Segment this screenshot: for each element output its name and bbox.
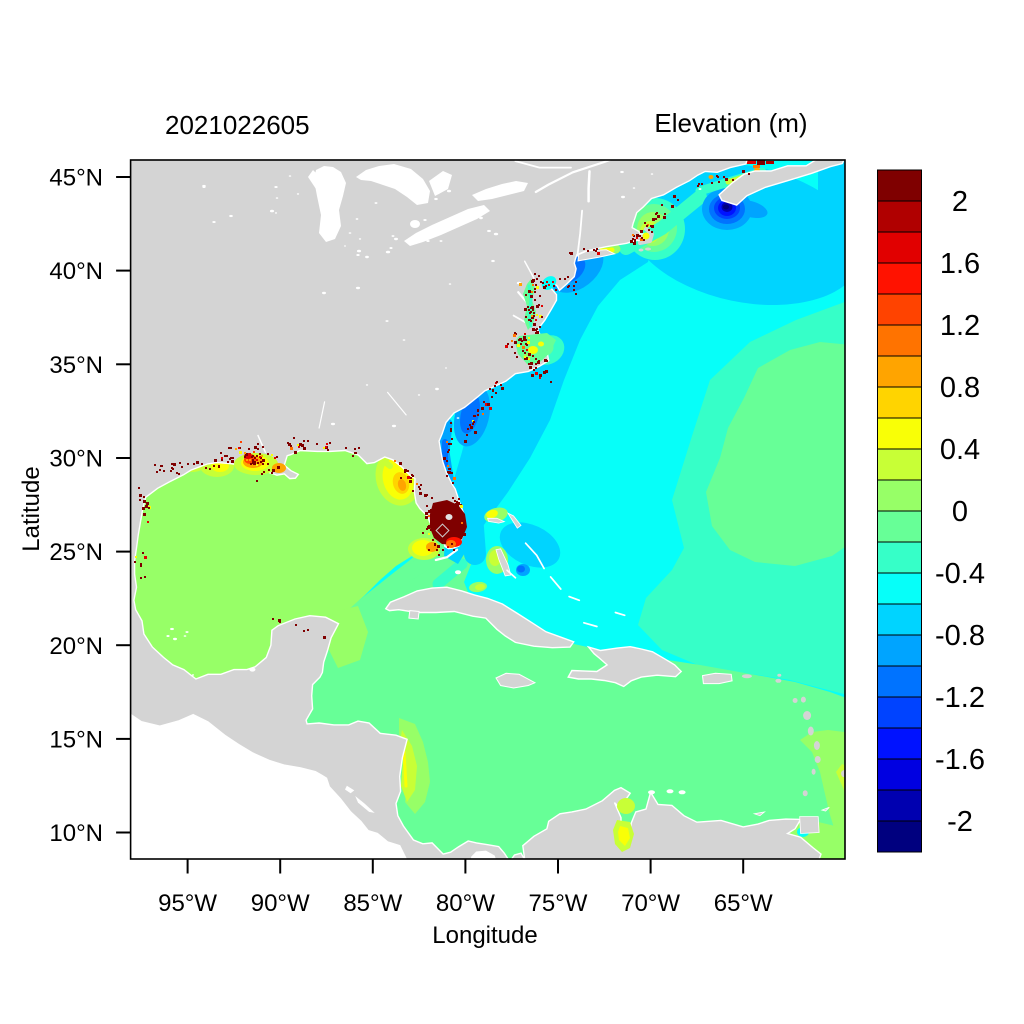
svg-text:40°N: 40°N bbox=[49, 258, 103, 285]
svg-text:90°W: 90°W bbox=[251, 890, 310, 917]
svg-text:Longitude: Longitude bbox=[432, 922, 537, 949]
svg-text:45°N: 45°N bbox=[49, 165, 103, 192]
svg-text:0: 0 bbox=[952, 496, 968, 528]
svg-text:Latitude: Latitude bbox=[18, 466, 45, 551]
svg-text:30°N: 30°N bbox=[49, 446, 103, 473]
svg-text:75°W: 75°W bbox=[529, 890, 588, 917]
svg-text:Elevation (m): Elevation (m) bbox=[654, 108, 807, 138]
svg-text:1.6: 1.6 bbox=[940, 248, 980, 280]
svg-text:-0.4: -0.4 bbox=[935, 558, 985, 590]
svg-text:0.8: 0.8 bbox=[940, 372, 980, 404]
svg-text:-2: -2 bbox=[947, 806, 973, 838]
svg-text:-1.2: -1.2 bbox=[935, 682, 985, 714]
svg-text:85°W: 85°W bbox=[343, 890, 402, 917]
svg-text:-1.6: -1.6 bbox=[935, 744, 985, 776]
svg-text:20°N: 20°N bbox=[49, 633, 103, 660]
svg-text:25°N: 25°N bbox=[49, 539, 103, 566]
svg-text:2: 2 bbox=[952, 186, 968, 218]
svg-text:80°W: 80°W bbox=[436, 890, 495, 917]
svg-text:10°N: 10°N bbox=[49, 820, 103, 847]
svg-text:15°N: 15°N bbox=[49, 726, 103, 753]
svg-text:95°W: 95°W bbox=[158, 890, 217, 917]
svg-text:65°W: 65°W bbox=[714, 890, 773, 917]
svg-text:35°N: 35°N bbox=[49, 352, 103, 379]
svg-text:0.4: 0.4 bbox=[940, 434, 980, 466]
svg-text:1.2: 1.2 bbox=[940, 310, 980, 342]
svg-text:-0.8: -0.8 bbox=[935, 620, 985, 652]
svg-text:70°W: 70°W bbox=[621, 890, 680, 917]
svg-text:2021022605: 2021022605 bbox=[165, 110, 310, 140]
